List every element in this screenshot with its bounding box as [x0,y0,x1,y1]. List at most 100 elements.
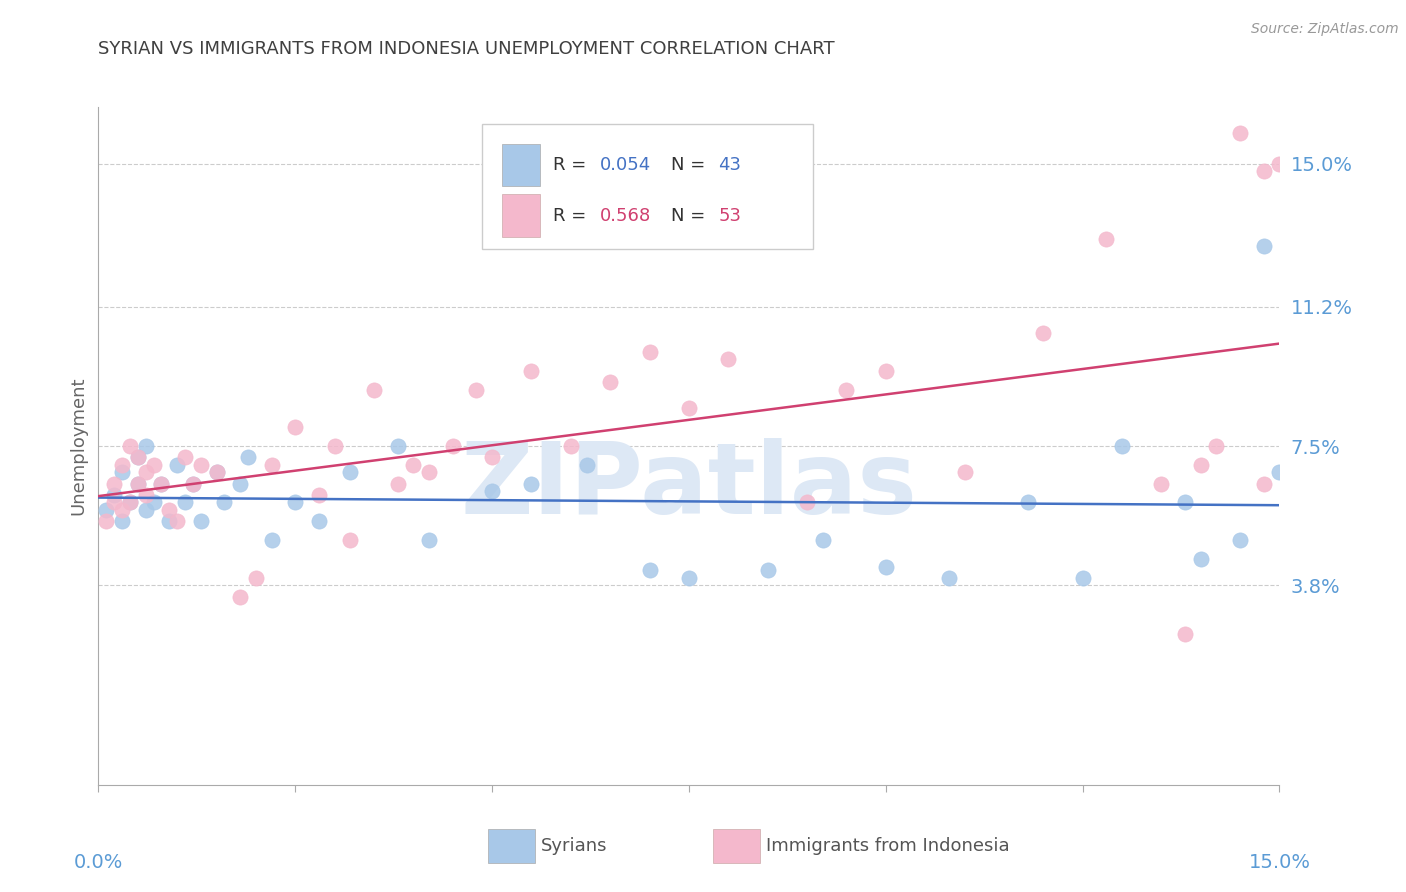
Point [103,495,125,509]
Point [1189,552,1212,566]
Point [1268,156,1291,170]
Point [756,563,779,577]
Text: ZIPatlas: ZIPatlas [461,438,917,535]
Point [135,439,157,453]
Point [127,450,149,465]
Text: SYRIAN VS IMMIGRANTS FROM INDONESIA UNEMPLOYMENT CORRELATION CHART: SYRIAN VS IMMIGRANTS FROM INDONESIA UNEM… [98,40,835,58]
Point [717,352,740,367]
Text: 43: 43 [718,156,741,174]
Bar [713,829,759,863]
Point [638,344,661,359]
Point [118,495,141,509]
Point [118,495,141,509]
Point [441,439,464,453]
Point [1229,127,1251,141]
Point [1095,232,1118,246]
Point [481,484,503,499]
Point [174,450,197,465]
Point [103,488,125,502]
Point [127,450,149,465]
Point [520,364,543,378]
Point [181,476,204,491]
Point [465,383,488,397]
Point [166,514,188,528]
Point [1150,476,1173,491]
Point [953,466,976,480]
Point [1253,476,1275,491]
Point [127,476,149,491]
Point [157,514,180,528]
Point [1032,326,1054,340]
Point [127,476,149,491]
Text: Source: ZipAtlas.com: Source: ZipAtlas.com [1251,22,1399,37]
Point [418,466,440,480]
Point [418,533,440,548]
Point [111,466,134,480]
Point [387,439,409,453]
Point [205,466,228,480]
Point [181,476,204,491]
Point [111,458,134,472]
Point [135,488,157,502]
Point [1111,439,1133,453]
Text: 0.054: 0.054 [600,156,651,174]
Point [308,514,330,528]
Point [1189,458,1212,472]
Point [308,488,330,502]
Point [135,503,157,517]
Point [111,503,134,517]
Point [96,514,118,528]
Y-axis label: Unemployment: Unemployment [69,376,87,516]
Point [402,458,425,472]
Point [1071,571,1094,585]
Point [135,466,157,480]
Point [260,533,283,548]
Bar [502,144,540,186]
Point [166,458,188,472]
Point [205,466,228,480]
Point [190,514,212,528]
Bar [502,194,540,236]
Text: 15.0%: 15.0% [1249,853,1310,871]
Point [638,563,661,577]
Point [1229,533,1251,548]
Point [103,476,125,491]
Text: 0.568: 0.568 [600,207,651,225]
Text: 0.0%: 0.0% [73,853,124,871]
Point [229,590,252,604]
Point [245,571,267,585]
Point [236,450,259,465]
Point [284,495,307,509]
Point [387,476,409,491]
Point [938,571,960,585]
Text: R =: R = [553,207,592,225]
Point [157,503,180,517]
Point [599,375,621,389]
Point [1205,439,1227,453]
Point [1268,466,1291,480]
Point [142,495,165,509]
Point [142,458,165,472]
Point [1017,495,1039,509]
Point [811,533,834,548]
Point [190,458,212,472]
Point [1253,164,1275,178]
Point [678,571,700,585]
Point [363,383,385,397]
Point [96,503,118,517]
Point [1253,239,1275,253]
Point [339,533,361,548]
FancyBboxPatch shape [482,124,813,250]
Point [284,420,307,434]
Point [481,450,503,465]
Point [118,439,141,453]
Point [1174,627,1197,641]
Point [111,514,134,528]
Point [150,476,173,491]
Point [260,458,283,472]
Point [875,559,897,574]
Point [229,476,252,491]
Point [150,476,173,491]
Point [214,495,236,509]
Point [323,439,346,453]
